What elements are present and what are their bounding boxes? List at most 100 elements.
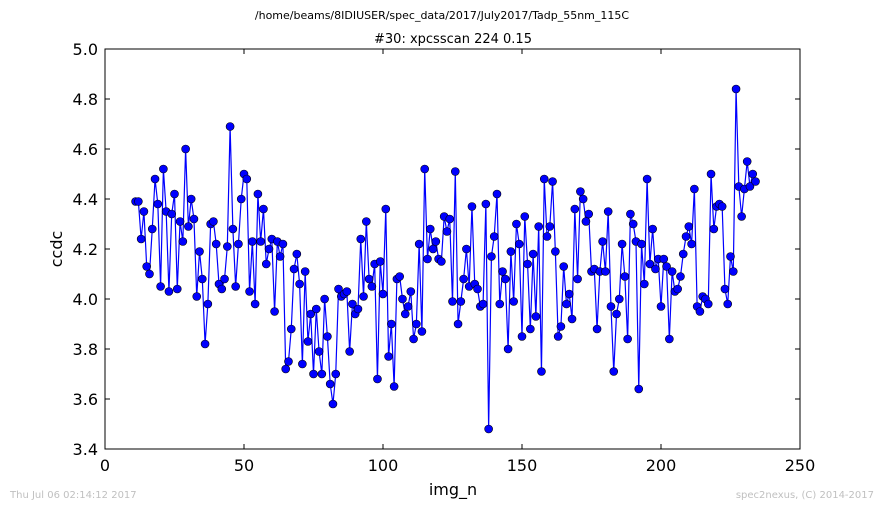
- data-point: [501, 274, 510, 284]
- data-point: [150, 174, 160, 184]
- data-point: [248, 237, 257, 246]
- series-layer: [131, 84, 760, 434]
- data-point: [375, 257, 385, 266]
- data-point: [706, 169, 716, 179]
- data-point: [684, 222, 694, 231]
- data-point: [459, 274, 468, 284]
- chart-suptitle: /home/beams/8IDIUSER/spec_data/2017/July…: [255, 9, 630, 22]
- data-point: [159, 164, 168, 174]
- data-point: [259, 204, 268, 214]
- data-point: [478, 299, 488, 309]
- data-point: [720, 284, 730, 294]
- data-point: [359, 292, 368, 301]
- data-point: [356, 234, 366, 244]
- footer-timestamp: Thu Jul 06 02:14:12 2017: [10, 490, 137, 501]
- data-point: [640, 279, 649, 289]
- data-point: [598, 237, 607, 246]
- data-point: [217, 284, 227, 294]
- data-point: [498, 267, 507, 276]
- data-point: [484, 424, 493, 434]
- data-point: [198, 274, 207, 284]
- data-point: [286, 324, 296, 334]
- data-point: [342, 287, 352, 296]
- data-point: [400, 309, 410, 319]
- data-point: [334, 284, 343, 294]
- data-point: [690, 184, 699, 194]
- data-point: [306, 309, 316, 319]
- data-point: [384, 352, 393, 361]
- data-point: [601, 267, 610, 276]
- data-point: [448, 297, 457, 306]
- data-point: [606, 302, 616, 311]
- data-point: [395, 272, 404, 281]
- data-point: [245, 287, 254, 296]
- data-point: [709, 224, 719, 234]
- data-point: [456, 297, 466, 306]
- data-point: [348, 299, 357, 309]
- data-point: [450, 167, 460, 176]
- data-point: [220, 274, 229, 284]
- data-point: [642, 174, 652, 184]
- data-point: [731, 84, 741, 94]
- data-point: [748, 169, 758, 179]
- data-point: [665, 334, 674, 344]
- ticks-layer: 0 50 100 150 200 250 3.4 3.6 3.8 4.0 4.2 4.4 4.6 4.8 5…: [73, 40, 816, 475]
- data-point: [181, 144, 190, 154]
- data-point: [164, 287, 174, 296]
- data-point: [256, 237, 265, 246]
- data-point: [445, 214, 455, 224]
- footer-credit: spec2nexus, (C) 2014-2017: [735, 490, 874, 501]
- data-point: [425, 224, 435, 234]
- data-point: [409, 334, 418, 344]
- data-point: [681, 232, 691, 241]
- y-tick-label: 3.6: [73, 390, 98, 409]
- data-point: [651, 264, 660, 274]
- data-point: [328, 399, 338, 409]
- data-point: [284, 357, 293, 366]
- data-point: [717, 202, 727, 211]
- data-point: [576, 187, 585, 196]
- y-tick-label: 4.8: [73, 90, 98, 109]
- data-point: [153, 199, 163, 209]
- data-point: [489, 232, 499, 241]
- data-point: [412, 319, 421, 329]
- data-point: [186, 194, 196, 204]
- data-point: [223, 242, 232, 251]
- data-point: [242, 174, 252, 184]
- data-point: [442, 227, 452, 236]
- data-point: [506, 247, 516, 256]
- data-point: [473, 284, 482, 294]
- data-point: [745, 182, 755, 191]
- data-point: [134, 197, 143, 206]
- data-point: [364, 274, 374, 284]
- data-point: [231, 282, 240, 291]
- data-point: [726, 252, 735, 261]
- data-point: [559, 262, 569, 271]
- data-point: [564, 289, 574, 299]
- data-point: [420, 164, 430, 174]
- data-point: [289, 264, 299, 274]
- data-point: [184, 222, 193, 231]
- data-point: [270, 307, 279, 316]
- data-point: [167, 209, 177, 219]
- data-point: [626, 209, 635, 219]
- data-point: [314, 347, 324, 356]
- data-point: [192, 292, 202, 301]
- data-point: [512, 219, 521, 229]
- data-point: [378, 289, 388, 299]
- data-point: [362, 217, 371, 226]
- data-point: [320, 294, 329, 304]
- data-point: [300, 267, 310, 276]
- data-point: [523, 259, 532, 269]
- data-point: [542, 232, 552, 241]
- data-point: [695, 307, 705, 316]
- data-point: [659, 254, 669, 264]
- data-point: [539, 174, 549, 184]
- data-point: [423, 254, 432, 264]
- data-point: [373, 374, 382, 384]
- data-point: [292, 249, 302, 259]
- y-tick-label: 5.0: [73, 40, 98, 59]
- data-point: [623, 334, 632, 344]
- data-point: [225, 122, 235, 131]
- data-point: [317, 369, 327, 379]
